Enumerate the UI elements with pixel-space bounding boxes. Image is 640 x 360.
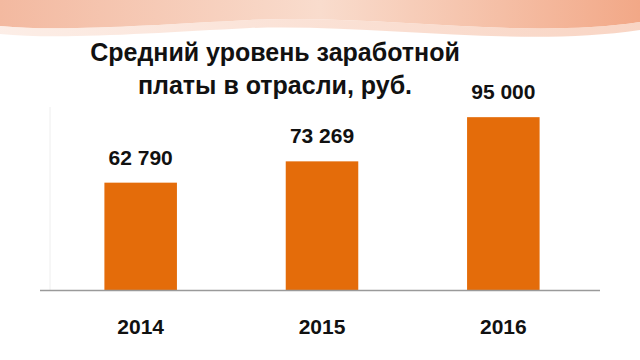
top-band-shade (0, 19, 640, 37)
chart: 62 790 73 269 95 000 2014 2015 2016 (0, 0, 640, 360)
x-axis-line (40, 290, 600, 292)
bar (467, 117, 540, 290)
bars (104, 117, 539, 290)
y-axis-line (50, 107, 51, 290)
x-tick-label: 2015 (299, 315, 346, 338)
bar (286, 161, 359, 290)
title: Средний уровень заработной платы в отрас… (70, 36, 480, 102)
x-tick-label: 2016 (480, 315, 527, 338)
slide: Средний уровень заработной платы в отрас… (0, 0, 640, 360)
x-tick-label: 2014 (117, 315, 164, 338)
bar (104, 183, 177, 290)
data-label: 95 000 (471, 80, 535, 103)
data-label: 62 790 (109, 146, 173, 169)
data-label: 73 269 (290, 124, 354, 147)
